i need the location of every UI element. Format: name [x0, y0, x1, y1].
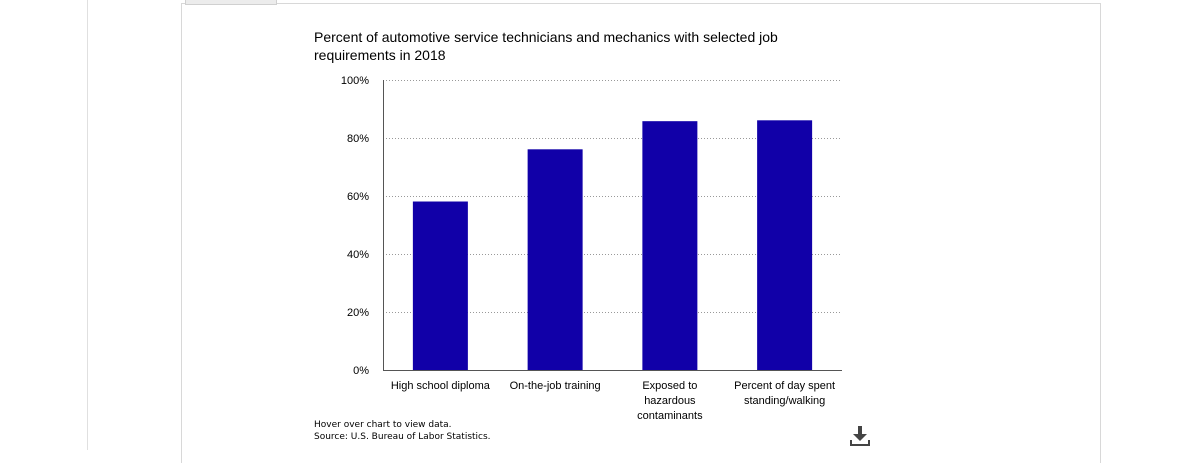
page-divider — [87, 0, 88, 450]
y-tick-label: 80% — [347, 133, 369, 145]
tab-stub[interactable] — [185, 0, 277, 5]
y-tick-label: 60% — [347, 191, 369, 203]
bar — [642, 121, 698, 371]
bar-chart: 0% 20% 40% 60% 80% 100% High school diploma On-… — [341, 75, 842, 422]
bar — [412, 201, 468, 370]
y-tick-label: 100% — [341, 75, 369, 87]
bar — [527, 149, 583, 370]
y-tick-label: 20% — [347, 307, 369, 319]
download-icon — [850, 426, 870, 446]
x-tick-label: Exposed to hazardous contaminants — [637, 380, 703, 422]
download-button[interactable] — [849, 424, 871, 448]
bar — [757, 120, 813, 370]
source-note: Source: U.S. Bureau of Labor Statistics. — [314, 432, 491, 442]
x-tick-label: Percent of day spent standing/walking — [734, 380, 835, 407]
x-tick-label: On-the-job training — [510, 380, 601, 392]
chart-title: Percent of automotive service technician… — [314, 29, 778, 63]
y-tick-label: 0% — [353, 365, 369, 377]
y-tick-label: 40% — [347, 249, 369, 261]
x-tick-label: High school diploma — [391, 380, 491, 392]
chart-panel — [181, 3, 1101, 463]
hover-note: Hover over chart to view data. — [314, 420, 452, 430]
